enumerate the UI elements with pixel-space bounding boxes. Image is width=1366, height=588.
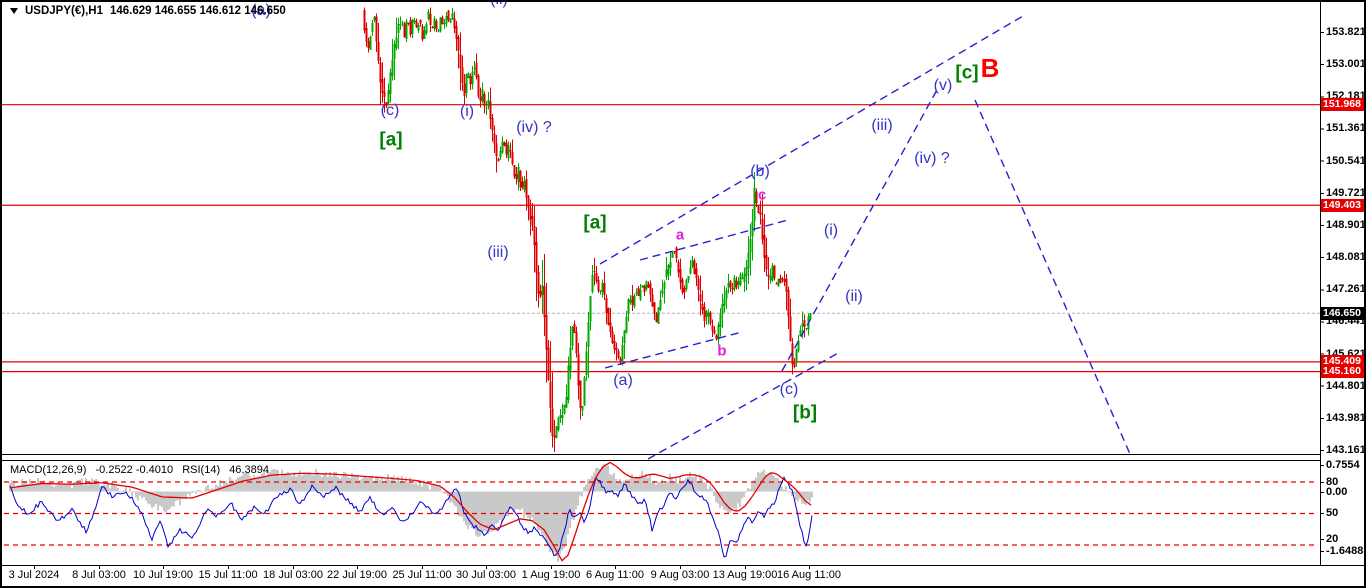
wave-label: a: [675, 226, 685, 244]
price-level-badge: 149.403: [1321, 198, 1364, 212]
time-axis-label: 9 Aug 03:00: [650, 569, 710, 581]
time-axis-label: 16 Aug 11:00: [776, 569, 842, 581]
time-axis-label: 30 Jul 03:00: [456, 569, 516, 581]
indicator-axis-label: 0.00: [1326, 486, 1348, 498]
rsi-label: RSI(14): [182, 464, 221, 476]
time-axis-label: 25 Jul 11:00: [392, 569, 452, 581]
wave-label: (iii): [487, 244, 509, 261]
time-axis-label: 3 Jul 2024: [8, 569, 60, 581]
wave-label: c: [757, 186, 767, 204]
time-axis-label: 10 Jul 19:00: [133, 569, 193, 581]
wave-label: [a]: [583, 212, 607, 234]
wave-label: (i): [459, 103, 475, 120]
symbol-timeframe-label: USDJPY(€),H1: [25, 5, 103, 17]
wave-label: b: [717, 342, 727, 360]
time-axis-label: 13 Aug 19:00: [712, 569, 778, 581]
wave-label: [b]: [792, 402, 818, 424]
ohlc-values: 146.629 146.655 146.612 146.650: [109, 5, 286, 17]
price-level-badge: 151.968: [1321, 98, 1364, 112]
trend-line[interactable]: [599, 15, 1024, 265]
current-price-badge: 146.650: [1321, 306, 1364, 320]
price-level-badge: 145.160: [1321, 365, 1364, 379]
price-tick-label: 153.821: [1326, 26, 1366, 38]
price-tick-label: 150.541: [1326, 154, 1366, 167]
trend-line[interactable]: [604, 331, 743, 369]
indicator-axis-label: 0.7554: [1326, 459, 1360, 471]
candlestick-series: [363, 7, 812, 452]
price-tick-label: 143.161: [1326, 444, 1366, 457]
wave-label: (iii): [871, 117, 893, 134]
price-tick-label: 153.001: [1326, 58, 1366, 71]
wave-label: [a]: [379, 129, 403, 151]
wave-label: [c]: [955, 62, 979, 84]
time-axis-label: 1 Aug 19:00: [521, 569, 581, 581]
time-axis-label: 15 Jul 11:00: [198, 569, 258, 581]
trendlines: [599, 15, 1131, 460]
trend-line[interactable]: [781, 87, 939, 372]
wave-label: B: [980, 53, 1000, 83]
symbol-dropdown-icon[interactable]: [10, 8, 18, 14]
price-level-badge: 145.409: [1321, 355, 1364, 369]
price-tick-label: 144.801: [1326, 379, 1366, 392]
price-tick-label: 147.261: [1326, 283, 1366, 296]
indicator-axis-label: 20: [1326, 533, 1339, 545]
rsi-value: 46.3894: [229, 464, 269, 476]
price-tick-label: 148.901: [1326, 218, 1366, 231]
price-tick-label: 151.361: [1326, 122, 1366, 135]
wave-label: (i): [823, 222, 839, 239]
time-axis-label: 8 Jul 03:00: [72, 569, 126, 581]
wave-label: (iv) ?: [516, 119, 552, 136]
wave-label: (c): [380, 102, 400, 119]
price-tick-label: 148.081: [1326, 251, 1366, 264]
indicator-axis-label: 80: [1326, 476, 1339, 488]
wave-label: (iv) ?: [914, 150, 950, 167]
price-tick-label: 149.721: [1326, 186, 1366, 199]
rsi-line[interactable]: [9, 476, 813, 558]
trend-line[interactable]: [974, 99, 1131, 455]
indicator-header: MACD(12,26,9) -0.2522 -0.4010 RSI(14) 46…: [10, 464, 275, 476]
time-axis-label: 22 Jul 19:00: [327, 569, 387, 581]
indicator-axis-label: 50: [1326, 507, 1339, 519]
macd-values: -0.2522 -0.4010: [95, 464, 174, 476]
wave-label: (ii): [490, 2, 508, 8]
time-axis-label: 18 Jul 03:00: [263, 569, 323, 581]
wave-label: (a): [613, 372, 633, 389]
wave-label: (b): [750, 163, 770, 180]
symbol-title-bar: USDJPY(€),H1 146.629 146.655 146.612 146…: [10, 5, 286, 17]
macd-label: MACD(12,26,9): [10, 464, 87, 476]
indicator-axis-label: -1.6488: [1326, 545, 1364, 557]
price-level-lines: [2, 104, 1320, 373]
wave-label: (ii): [845, 288, 863, 305]
frame-lines: [2, 2, 1364, 569]
time-axis-label: 6 Aug 11:00: [586, 569, 644, 581]
macd-signal-line[interactable]: [9, 462, 812, 562]
trend-line[interactable]: [639, 219, 789, 261]
indicator-panel: [4, 462, 1318, 563]
wave-label: (c): [779, 381, 799, 398]
trend-line[interactable]: [647, 351, 841, 460]
wave-label: (a): [251, 2, 271, 19]
wave-label: (v): [933, 77, 953, 94]
price-tick-label: 143.981: [1326, 411, 1366, 424]
